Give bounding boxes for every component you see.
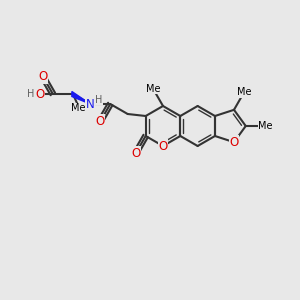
- Text: O: O: [131, 147, 140, 160]
- Text: O: O: [38, 70, 47, 83]
- Text: O: O: [230, 136, 238, 149]
- Text: H: H: [28, 88, 37, 100]
- Text: O: O: [35, 88, 44, 100]
- Text: Me: Me: [70, 103, 85, 113]
- Text: O: O: [96, 115, 105, 128]
- Text: O: O: [230, 136, 238, 149]
- Text: Me: Me: [259, 121, 273, 131]
- Text: O: O: [96, 115, 105, 128]
- Text: O: O: [131, 147, 140, 160]
- Text: N: N: [86, 98, 95, 110]
- Text: O: O: [158, 140, 168, 152]
- Text: Me: Me: [146, 84, 160, 94]
- Polygon shape: [72, 92, 90, 104]
- Text: H: H: [95, 95, 103, 105]
- Text: H: H: [27, 89, 34, 99]
- Text: O: O: [158, 140, 168, 152]
- Text: Me: Me: [237, 87, 251, 98]
- Text: O: O: [38, 70, 47, 83]
